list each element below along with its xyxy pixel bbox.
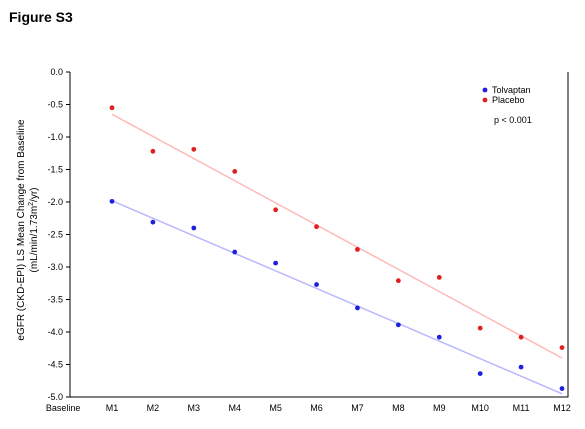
data-point <box>109 105 115 111</box>
y-axis-label-line2: (mL/min/1.73m2/yr) <box>28 187 40 272</box>
data-point <box>191 146 197 152</box>
data-point <box>314 224 319 230</box>
trend-line <box>111 113 563 359</box>
x-tick-label: M9 <box>433 403 446 413</box>
data-point <box>232 249 238 255</box>
legend-marker <box>482 87 488 93</box>
x-tick-label: M2 <box>147 403 160 413</box>
y-axis-label: eGFR (CKD-EPI) LS Mean Change from Basel… <box>16 119 40 341</box>
data-point <box>395 278 401 284</box>
y-tick-label: -2.0 <box>47 197 63 207</box>
legend-label: Tolvaptan <box>492 85 531 95</box>
data-point <box>314 282 319 287</box>
y-axis-label-line2-pre: (mL/min/1.73m <box>29 206 40 273</box>
p-value-annotation: p < 0.001 <box>494 115 532 125</box>
x-tick-label: M3 <box>188 403 201 413</box>
data-point <box>273 207 279 213</box>
data-point <box>150 148 156 154</box>
y-tick-label: -1.0 <box>47 132 63 142</box>
trend-lines <box>111 113 563 395</box>
y-tick-label: -3.5 <box>47 295 63 305</box>
x-tick-label: M8 <box>392 403 405 413</box>
y-tick-label: -5.0 <box>47 392 63 402</box>
data-point <box>191 225 197 231</box>
trend-line <box>111 200 563 395</box>
data-point <box>273 260 279 266</box>
data-point <box>436 275 442 280</box>
axes: 0.0 -0.5 -1.0 -1.5 -2.0 -2.5 -3.0 -3.5 -4.0 -4.5 -… <box>46 67 571 413</box>
y-tick-label: 0.0 <box>50 67 63 77</box>
x-tick-label: M7 <box>351 403 364 413</box>
data-point <box>477 371 483 376</box>
data-point <box>518 364 524 370</box>
data-point <box>395 322 401 328</box>
y-tick-label: -2.5 <box>47 230 63 240</box>
x-tick-label: M4 <box>228 403 241 413</box>
data-point <box>559 386 565 391</box>
data-points <box>109 105 565 391</box>
data-point <box>518 334 524 340</box>
data-point <box>109 198 115 204</box>
data-point <box>232 169 238 174</box>
x-tick-label: M10 <box>471 403 489 413</box>
y-tick-label: -0.5 <box>47 100 63 110</box>
x-tick-label: M11 <box>513 403 530 413</box>
data-point <box>559 345 565 350</box>
data-point <box>477 325 483 331</box>
x-tick-label: M12 <box>553 403 571 413</box>
y-axis-label-line2-post: /yr) <box>29 187 40 201</box>
legend-label: Placebo <box>492 95 525 105</box>
y-tick-label: -4.5 <box>47 360 63 370</box>
data-point <box>355 247 360 252</box>
y-tick-label: -3.0 <box>47 262 63 272</box>
y-axis-label-line1: eGFR (CKD-EPI) LS Mean Change from Basel… <box>16 119 27 341</box>
y-tick-label: -4.0 <box>47 327 63 337</box>
x-tick-label: M5 <box>269 403 282 413</box>
x-tick-label: Baseline <box>46 403 81 413</box>
legend-marker <box>482 97 488 103</box>
x-tick-label: M6 <box>310 403 323 413</box>
y-axis-label-superscript: 2 <box>28 202 35 206</box>
data-point <box>436 334 442 340</box>
data-point <box>150 219 156 225</box>
figure-label: Figure S3 <box>9 9 73 25</box>
data-point <box>355 305 360 311</box>
x-tick-label: M1 <box>106 403 119 413</box>
y-tick-label: -1.5 <box>47 165 63 175</box>
